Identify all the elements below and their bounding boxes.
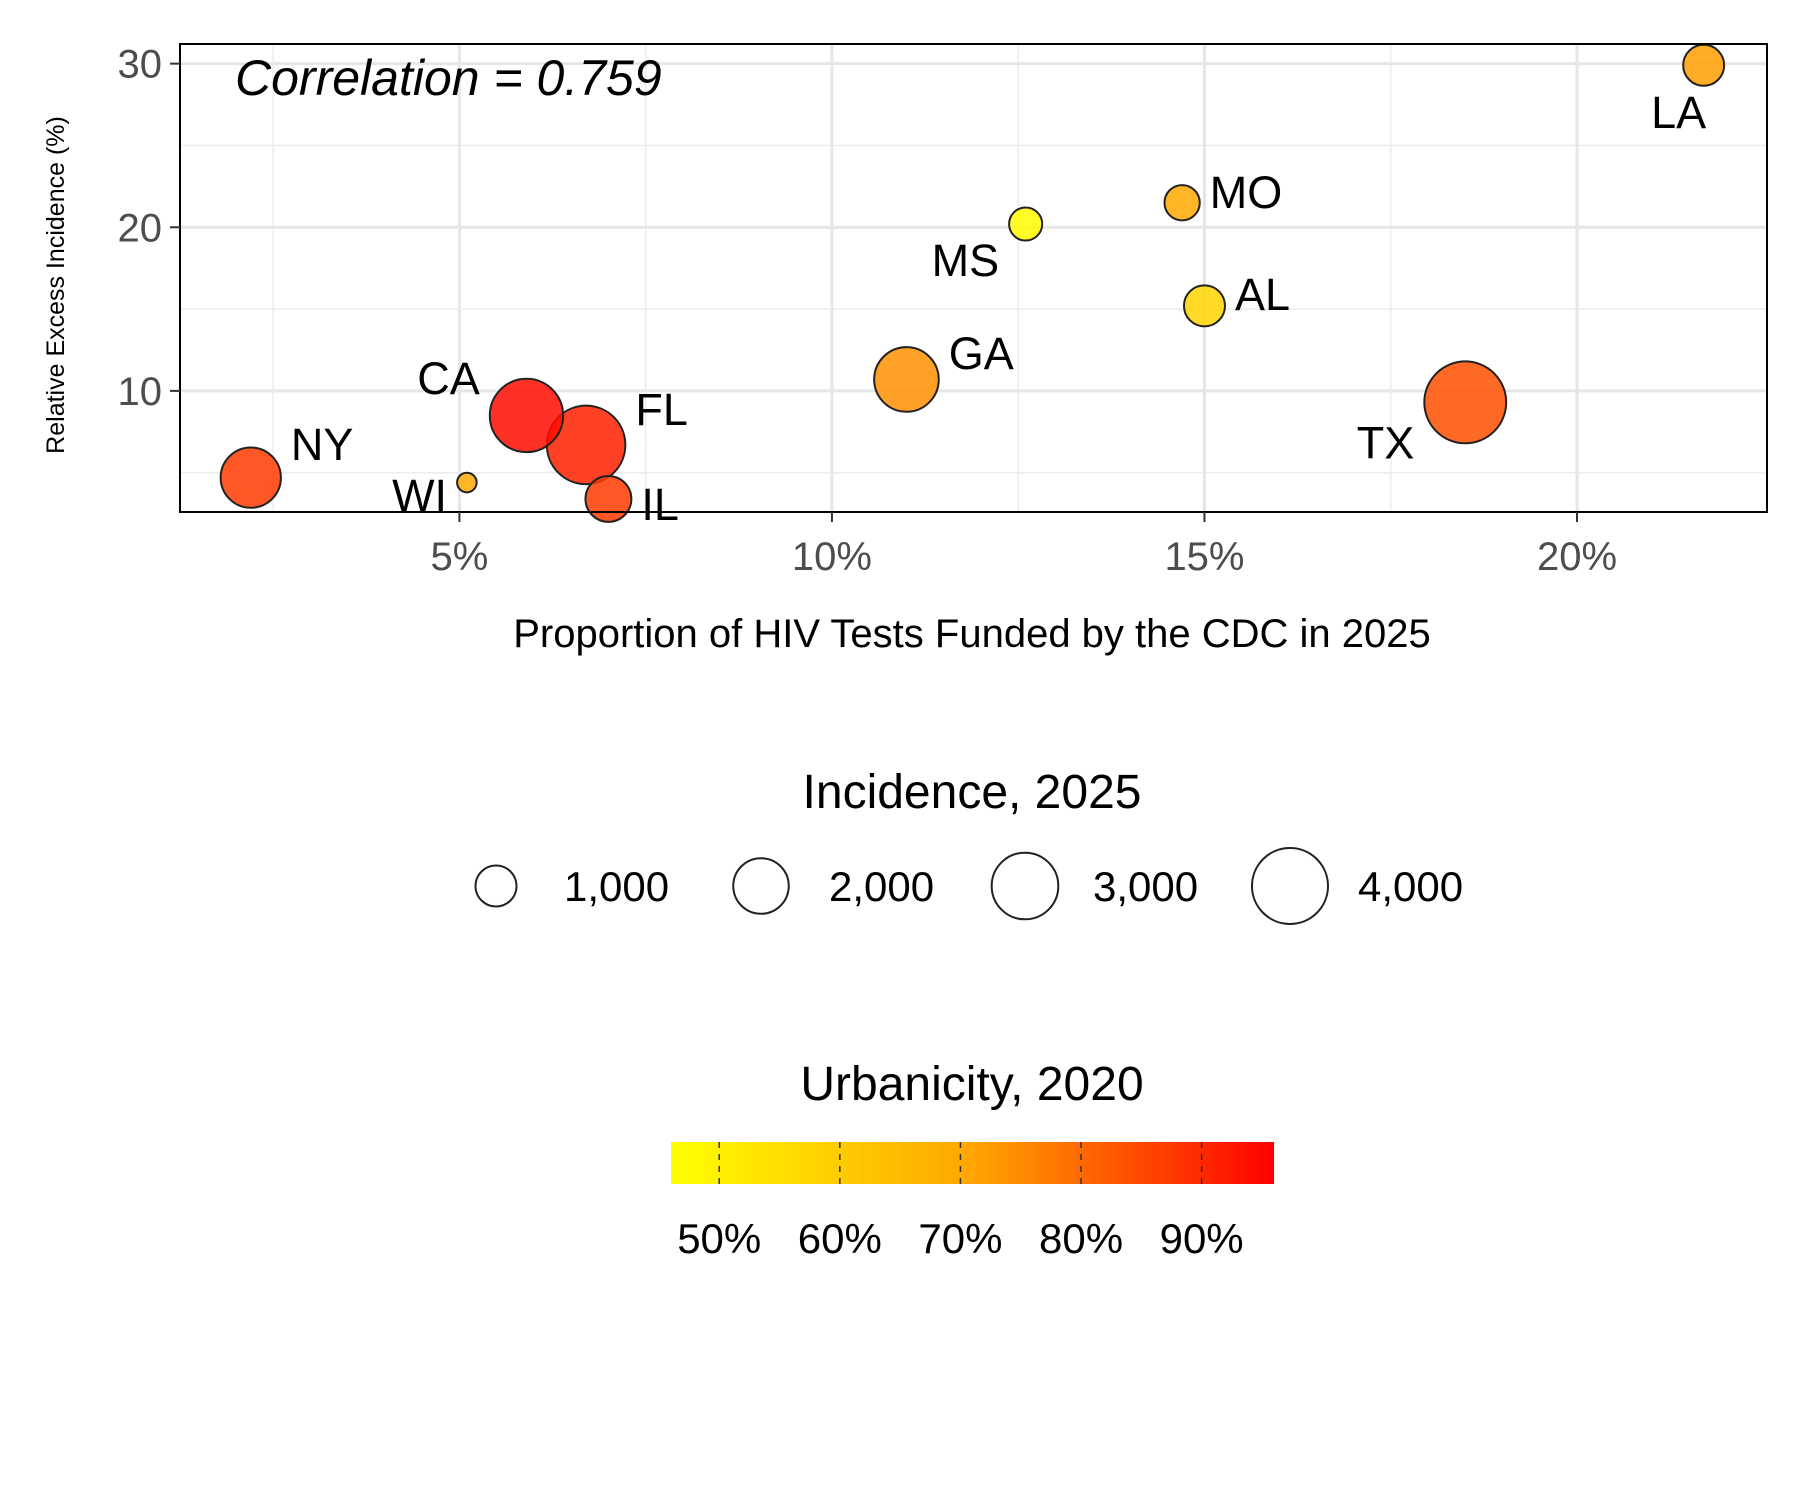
size-legend-label: 3,000 xyxy=(1093,863,1198,910)
point-label-ms: MS xyxy=(932,235,1000,286)
colorbar-tick-label: 50% xyxy=(677,1215,761,1262)
data-points xyxy=(219,43,1726,523)
size-legend-items: 1,000 2,000 3,000 4,000 xyxy=(474,847,1463,925)
point-label-ca: CA xyxy=(417,353,480,404)
colorbar-tick-label: 90% xyxy=(1160,1215,1244,1262)
color-legend: Urbanicity, 2020 50% 60% 70% 80% 90% xyxy=(671,1058,1274,1262)
y-tick-label: 10 xyxy=(118,370,163,414)
size-legend-label: 1,000 xyxy=(564,863,669,910)
size-legend-key xyxy=(732,857,790,915)
colorbar-tick-label: 60% xyxy=(798,1215,882,1262)
x-tick-label: 20% xyxy=(1537,535,1617,579)
size-legend-label: 2,000 xyxy=(829,863,934,910)
point-label-mo: MO xyxy=(1210,167,1283,218)
colorbar-tick-label: 80% xyxy=(1039,1215,1123,1262)
y-tick-label: 30 xyxy=(118,43,163,87)
point-la xyxy=(1682,43,1726,87)
point-label-fl: FL xyxy=(635,384,688,435)
y-axis-title: Relative Excess Incidence (%) xyxy=(42,116,70,454)
size-legend-key xyxy=(990,851,1060,921)
point-label-ga: GA xyxy=(949,328,1014,379)
point-ca xyxy=(488,377,565,454)
y-tick-label: 20 xyxy=(118,206,163,250)
size-legend-key xyxy=(1251,847,1329,925)
point-labels: NY WI CA FL IL GA MS MO AL TX LA xyxy=(291,87,1706,530)
plot-panel: NY WI CA FL IL GA MS MO AL TX LA xyxy=(179,43,1768,530)
colorbar-tick-label: 70% xyxy=(918,1215,1002,1262)
color-legend-title: Urbanicity, 2020 xyxy=(800,1058,1143,1111)
point-label-tx: TX xyxy=(1357,418,1415,469)
x-tick-label: 5% xyxy=(430,535,488,579)
size-legend: Incidence, 2025 1,000 2,000 3,000 4,000 xyxy=(474,766,1463,925)
size-legend-title: Incidence, 2025 xyxy=(803,766,1142,819)
x-tick-label: 10% xyxy=(792,535,872,579)
point-label-ny: NY xyxy=(291,419,354,470)
x-tick-label: 15% xyxy=(1164,535,1244,579)
point-mo xyxy=(1163,184,1201,222)
size-legend-label: 4,000 xyxy=(1358,863,1463,910)
point-ny xyxy=(219,446,282,509)
point-tx xyxy=(1423,360,1508,445)
colorbar xyxy=(671,1142,1274,1184)
colorbar-ticks: 50% 60% 70% 80% 90% xyxy=(677,1142,1244,1262)
point-al xyxy=(1182,284,1226,328)
point-label-wi: WI xyxy=(392,470,447,521)
point-label-al: AL xyxy=(1235,269,1290,320)
size-legend-key xyxy=(474,864,518,908)
point-label-la: LA xyxy=(1651,87,1706,138)
axes: 5% 10% 15% 20% 10 20 30 xyxy=(118,43,1618,579)
point-ga xyxy=(873,346,940,413)
point-il xyxy=(584,474,633,523)
point-label-il: IL xyxy=(641,479,679,530)
correlation-annotation: Correlation = 0.759 xyxy=(235,50,662,106)
panel-background xyxy=(180,44,1767,512)
point-ms xyxy=(1008,206,1044,242)
x-axis-title: Proportion of HIV Tests Funded by the CD… xyxy=(513,612,1431,656)
panel-border xyxy=(179,43,1768,513)
point-wi xyxy=(456,471,478,494)
